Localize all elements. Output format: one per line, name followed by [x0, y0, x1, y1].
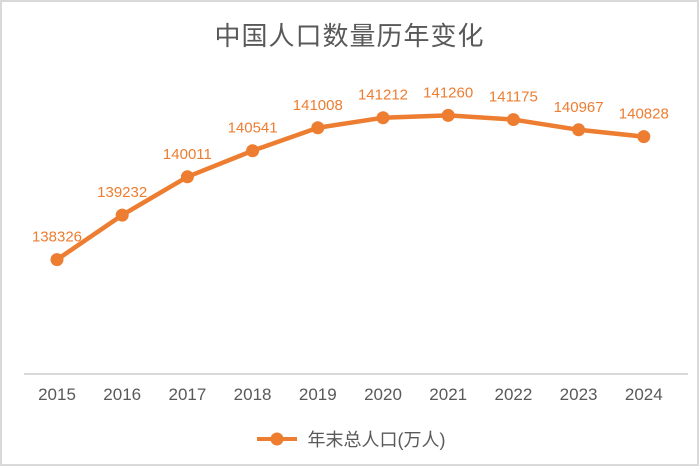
- legend: 年末总人口(万人): [2, 426, 697, 452]
- data-point-2016: [115, 208, 129, 222]
- data-label-2019: 141008: [293, 97, 343, 114]
- data-label-2018: 140541: [228, 120, 278, 137]
- data-label-2016: 139232: [97, 184, 147, 201]
- x-tick-2020: 2020: [364, 385, 402, 404]
- data-point-2017: [180, 170, 194, 184]
- data-label-2017: 140011: [163, 146, 212, 163]
- data-point-2023: [572, 123, 586, 137]
- data-point-2018: [246, 144, 260, 158]
- data-point-2020: [376, 111, 390, 125]
- data-label-2021: 141260: [423, 84, 473, 101]
- data-point-2015: [50, 253, 64, 267]
- data-point-2021: [441, 108, 455, 122]
- x-tick-2019: 2019: [299, 385, 337, 404]
- x-tick-2017: 2017: [168, 385, 206, 404]
- x-tick-2015: 2015: [38, 385, 76, 404]
- x-tick-2018: 2018: [234, 385, 272, 404]
- x-tick-2022: 2022: [494, 385, 532, 404]
- data-point-2022: [506, 113, 520, 127]
- chart-title: 中国人口数量历年变化: [214, 21, 485, 51]
- legend-label: 年末总人口(万人): [307, 430, 446, 450]
- data-label-2024: 140828: [619, 106, 669, 123]
- legend-marker: [270, 432, 283, 446]
- x-tick-2016: 2016: [103, 385, 141, 404]
- legend-line-marker-icon: [256, 432, 297, 446]
- data-label-2020: 141212: [358, 87, 408, 104]
- data-label-2015: 138326: [32, 229, 82, 246]
- x-tick-2021: 2021: [429, 385, 467, 404]
- x-tick-2023: 2023: [560, 385, 598, 404]
- x-tick-2024: 2024: [625, 385, 663, 404]
- data-point-2019: [311, 121, 325, 135]
- data-label-2023: 140967: [554, 99, 604, 116]
- data-point-2024: [637, 130, 651, 144]
- series-line: [54, 113, 647, 262]
- data-label-2022: 141175: [489, 89, 538, 106]
